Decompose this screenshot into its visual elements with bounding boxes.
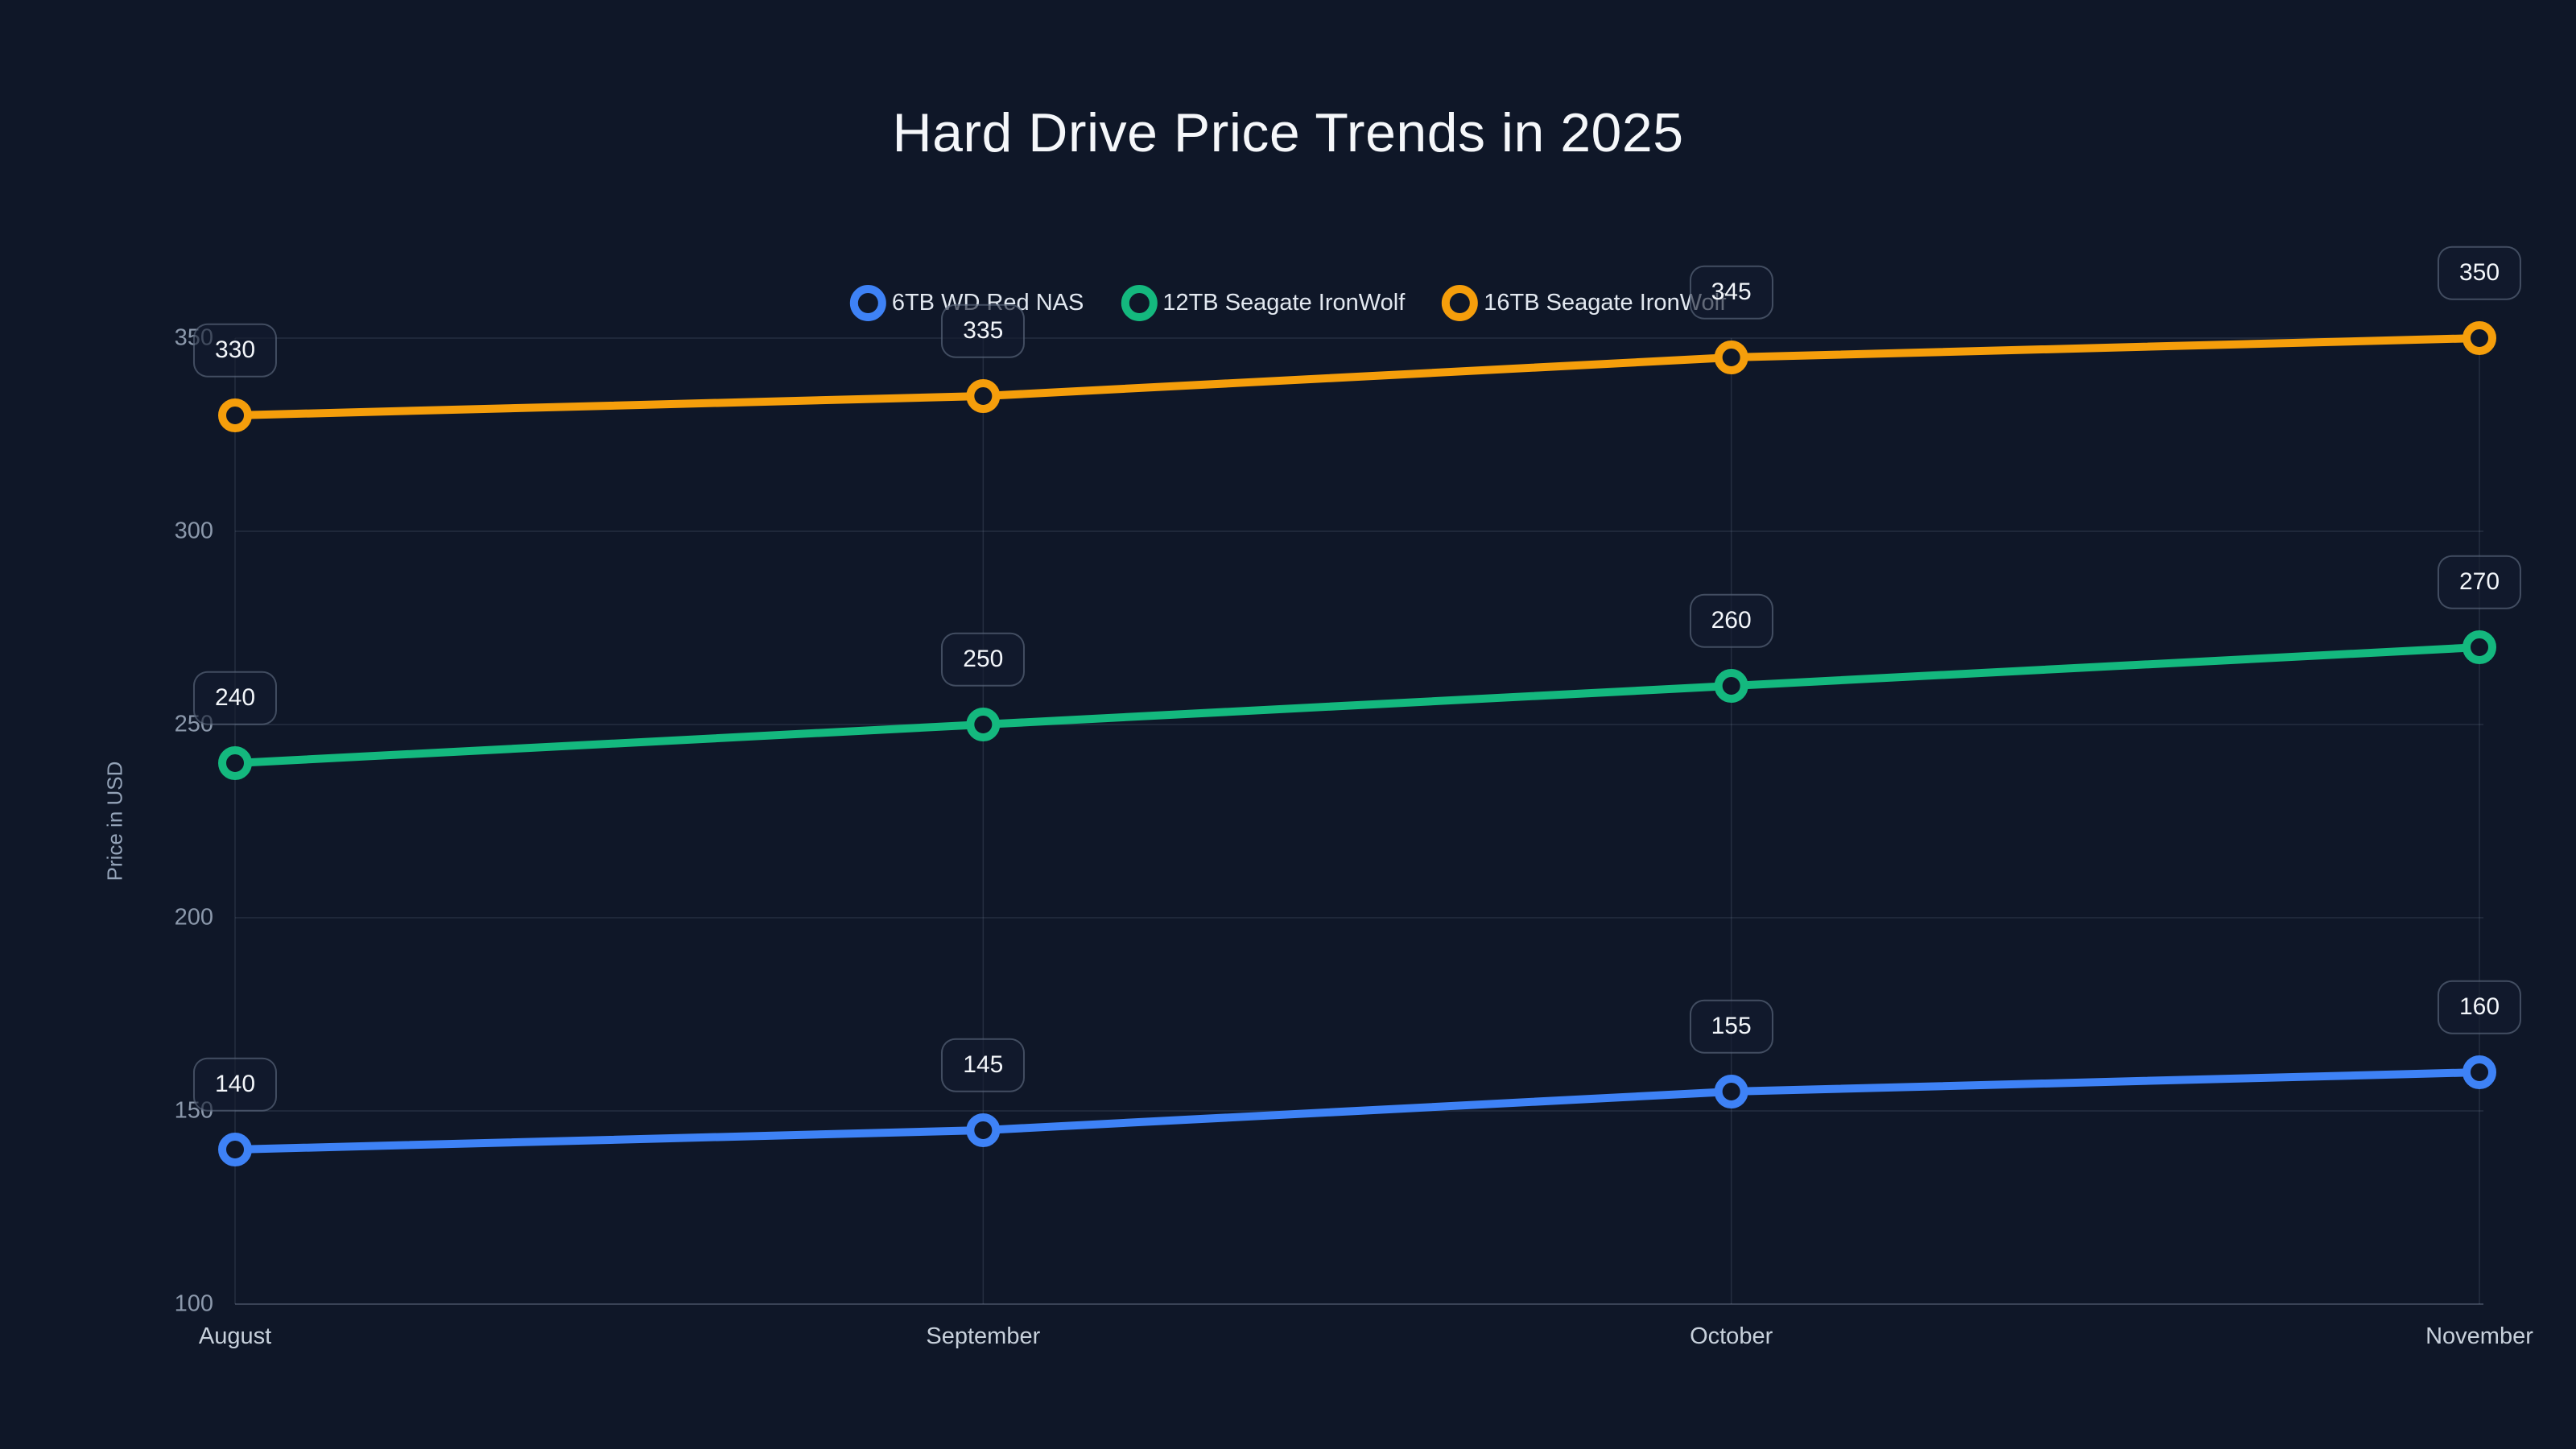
data-point[interactable] bbox=[218, 1133, 252, 1166]
point-value-badge: 140 bbox=[192, 1057, 278, 1112]
point-value-badge: 240 bbox=[192, 671, 278, 725]
legend-item[interactable]: 12TB Seagate IronWolf bbox=[1121, 285, 1405, 321]
point-value-badge: 145 bbox=[941, 1038, 1026, 1092]
series-line bbox=[231, 643, 2483, 767]
point-value-badge: 250 bbox=[941, 632, 1026, 687]
data-point[interactable] bbox=[2462, 1055, 2496, 1089]
point-value-badge: 270 bbox=[2437, 555, 2522, 609]
legend: 6TB WD Red NAS 12TB Seagate IronWolf 16TB … bbox=[849, 285, 1726, 321]
legend-item-label: 12TB Seagate IronWolf bbox=[1162, 290, 1406, 316]
data-point[interactable] bbox=[1714, 1075, 1748, 1108]
data-point[interactable] bbox=[218, 746, 252, 780]
data-point[interactable] bbox=[1714, 341, 1748, 374]
y-tick-label: 100 bbox=[174, 1290, 213, 1317]
point-value-badge: 155 bbox=[1689, 999, 1773, 1054]
x-tick-label: September bbox=[926, 1323, 1041, 1349]
series-line bbox=[231, 1068, 2483, 1154]
point-value-badge: 260 bbox=[1689, 593, 1773, 648]
data-point[interactable] bbox=[966, 1113, 1001, 1147]
legend-swatch-icon bbox=[849, 285, 886, 321]
legend-item[interactable]: 16TB Seagate IronWolf bbox=[1442, 285, 1726, 321]
data-point[interactable] bbox=[218, 398, 252, 432]
series-line bbox=[231, 334, 2483, 419]
data-point[interactable] bbox=[2462, 630, 2496, 664]
point-value-badge: 330 bbox=[192, 323, 278, 378]
chart-title: Hard Drive Price Trends in 2025 bbox=[892, 102, 1684, 163]
y-axis-title: Price in USD bbox=[102, 761, 127, 881]
point-value-badge: 350 bbox=[2437, 246, 2522, 300]
point-value-badge: 345 bbox=[1689, 265, 1773, 320]
x-tick-label: November bbox=[2425, 1323, 2533, 1349]
x-tick-label: August bbox=[198, 1323, 272, 1349]
data-point[interactable] bbox=[966, 708, 1001, 741]
y-tick-label: 300 bbox=[174, 518, 213, 544]
data-point[interactable] bbox=[1714, 669, 1748, 703]
point-value-badge: 160 bbox=[2437, 980, 2522, 1034]
y-tick-label: 200 bbox=[174, 904, 213, 931]
point-value-badge: 335 bbox=[941, 303, 1026, 358]
x-tick-label: October bbox=[1690, 1323, 1773, 1349]
legend-item-label: 16TB Seagate IronWolf bbox=[1484, 290, 1727, 316]
data-point[interactable] bbox=[966, 379, 1001, 413]
legend-swatch-icon bbox=[1121, 285, 1158, 321]
data-point[interactable] bbox=[2462, 321, 2496, 355]
legend-swatch-icon bbox=[1442, 285, 1479, 321]
